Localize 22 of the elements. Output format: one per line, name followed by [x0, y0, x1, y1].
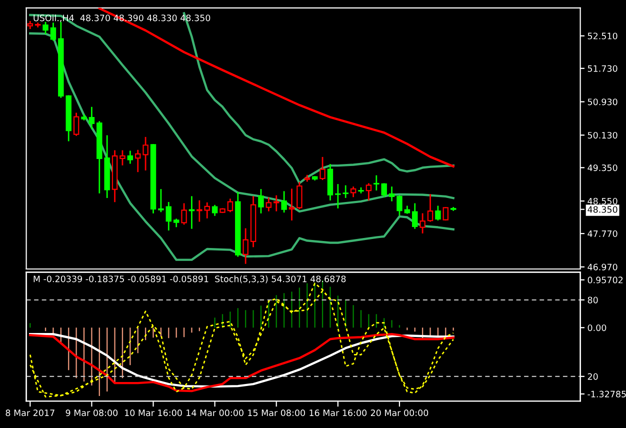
y-tick-label: 0.00 [588, 324, 606, 332]
x-tick-label: 8 Mar 2017 [6, 410, 54, 416]
y-tick-label: -1.32785 [588, 390, 626, 398]
x-tick-label: 10 Mar 16:00 [125, 410, 182, 416]
x-tick-label: 14 Mar 00:00 [186, 410, 244, 416]
x-tick-label: 15 Mar 08:00 [248, 410, 305, 416]
x-tick-label: 16 Mar 16:00 [310, 410, 367, 416]
y-tick-label: 51.730 [588, 65, 618, 72]
x-tick-label: 20 Mar 00:00 [370, 410, 428, 416]
y-tick-label: 48.350 [588, 206, 618, 213]
y-tick-label: 52.510 [588, 32, 618, 40]
y-tick-label: 50.130 [588, 132, 618, 139]
x-tick-label: 9 Mar 08:00 [66, 410, 118, 416]
y2-tick-label: 80 [588, 296, 598, 304]
y-tick-label: 46.970 [588, 264, 618, 270]
y-tick-label: 48.550 [588, 198, 618, 204]
y-tick-label: 49.350 [588, 164, 618, 172]
y-tick-label: 0.95702 [588, 276, 623, 284]
y-tick-label: 50.930 [588, 98, 618, 106]
y2-tick-label: 20 [588, 373, 598, 380]
chart-title: M -0.20339 -0.18375 -0.05891 -0.05891 Stoch(5,3,3) 54.3071 48.6878 [34, 275, 346, 284]
y-tick-label: 47.770 [588, 230, 618, 237]
